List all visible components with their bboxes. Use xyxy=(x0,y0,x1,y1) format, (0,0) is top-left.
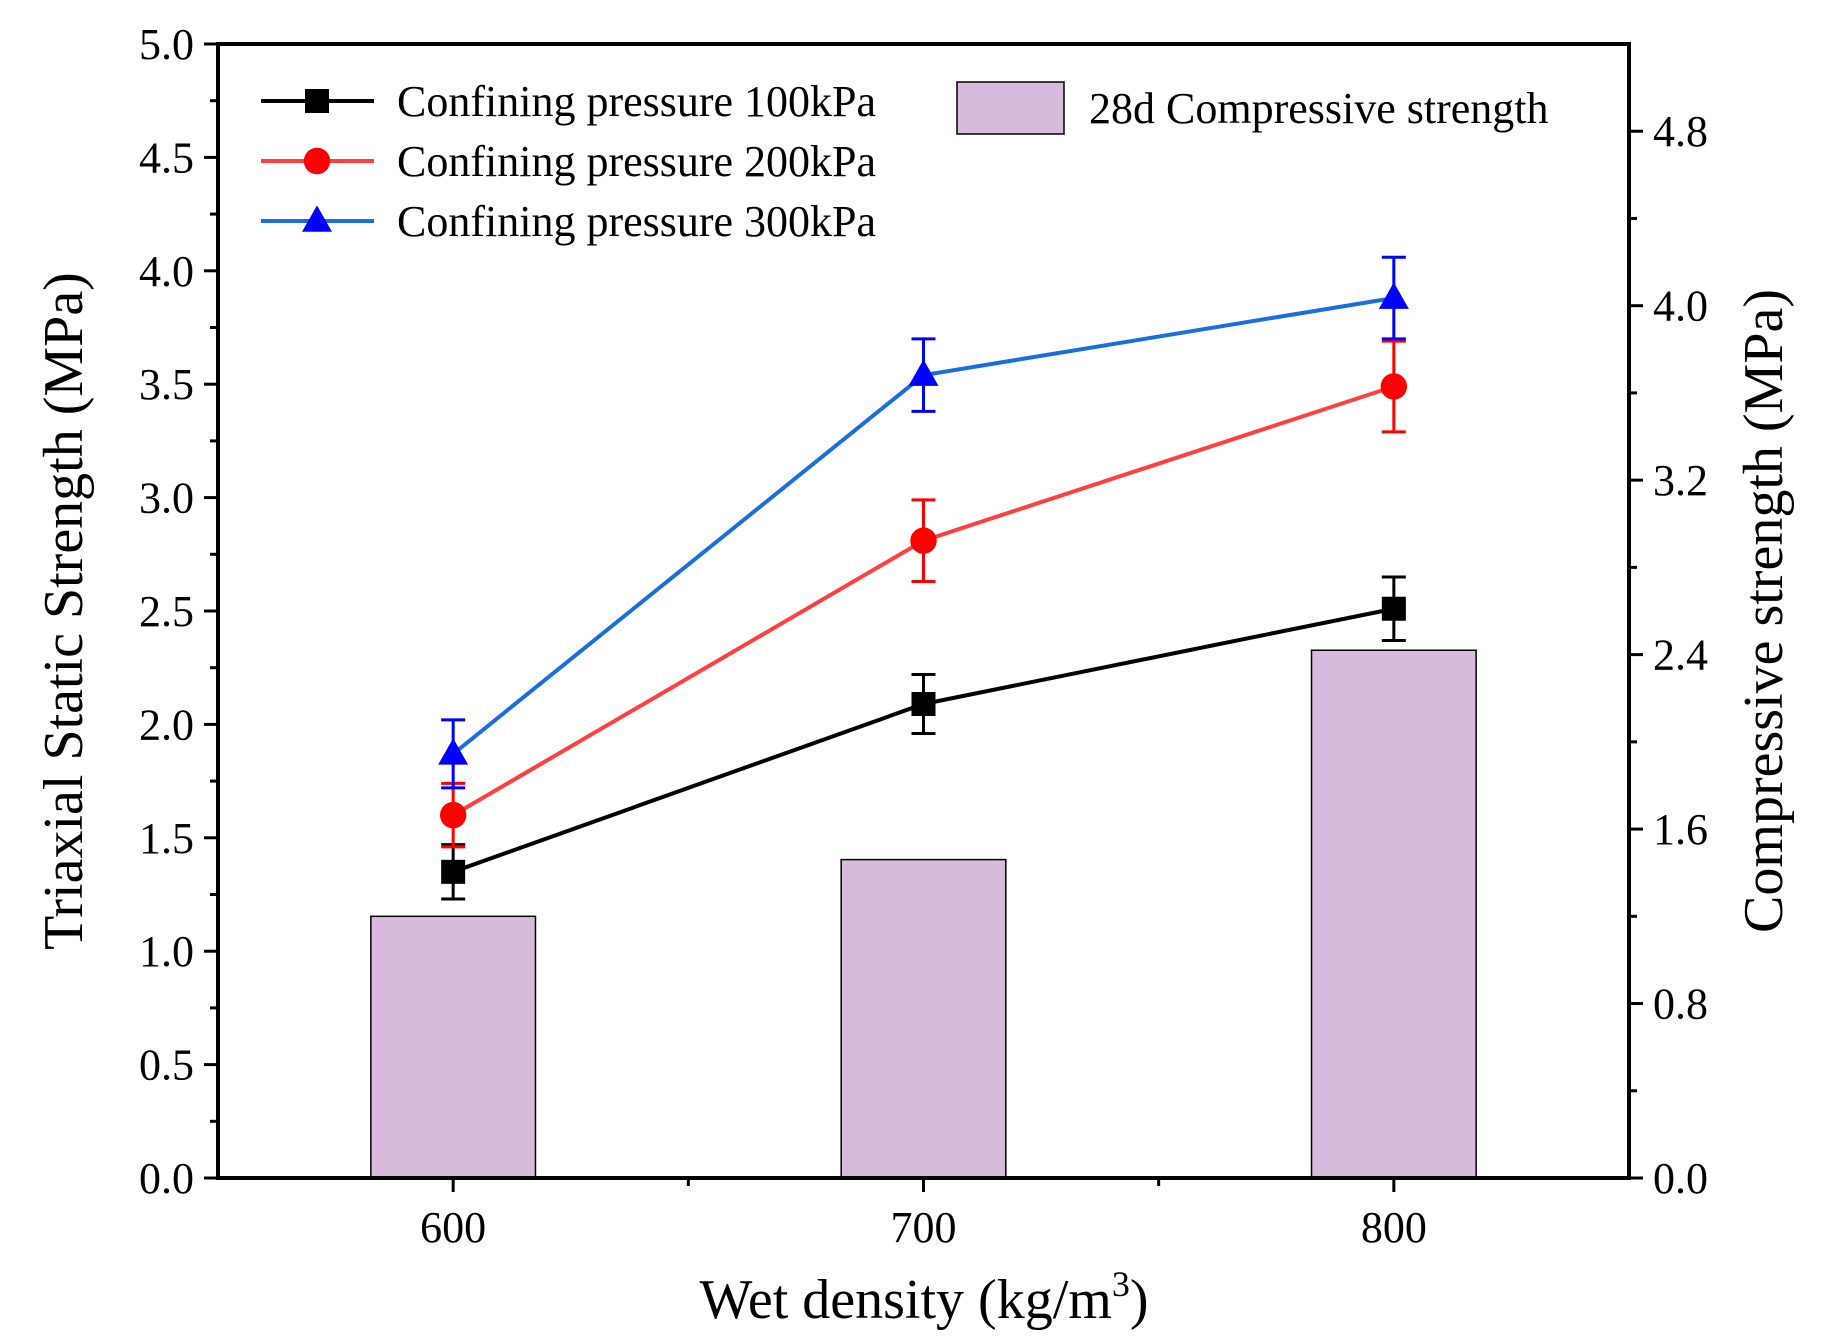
circle-marker xyxy=(439,801,467,829)
bar xyxy=(370,915,537,1179)
legend: Confining pressure 100kPa Confining press… xyxy=(261,77,1549,246)
bar xyxy=(1310,649,1477,1179)
x-tick-label: 600 xyxy=(420,1203,486,1252)
series-circle xyxy=(439,339,1408,849)
circle-marker xyxy=(1380,373,1408,400)
triangle-marker xyxy=(908,359,939,386)
y-tick-label: 0.5 xyxy=(139,1041,194,1090)
y2-tick-label: 2.4 xyxy=(1653,631,1708,680)
y2-tick-label: 0.0 xyxy=(1653,1154,1708,1203)
y2-tick-label: 4.0 xyxy=(1653,282,1708,331)
x-tick-label: 700 xyxy=(891,1203,957,1252)
y2-tick-label: 0.8 xyxy=(1653,980,1708,1029)
x-axis-label: Wet density (kg/m3) xyxy=(700,1264,1149,1331)
circle-marker xyxy=(910,527,937,554)
bar xyxy=(840,858,1007,1179)
circle-marker xyxy=(303,147,331,175)
y-axis-label: Triaxial Static Strength (MPa) xyxy=(33,272,95,950)
y-tick-label: 3.5 xyxy=(139,360,194,409)
y-tick-label: 0.0 xyxy=(139,1154,194,1203)
axes: 0.0 0.5 1.0 1.5 2.0 2.5 3.0 3.5 4.0 4.5 5.0 0.0 0.8 1… xyxy=(139,20,1708,1252)
y-tick-label: 5.0 xyxy=(139,20,194,69)
y2-tick-label: 1.6 xyxy=(1653,805,1708,854)
square-marker xyxy=(305,89,329,113)
triangle-marker xyxy=(1378,282,1409,309)
square-marker xyxy=(441,859,466,884)
y-tick-label: 1.5 xyxy=(139,814,194,863)
square-marker xyxy=(911,691,936,716)
series-line xyxy=(452,384,1395,817)
x-tick-label: 800 xyxy=(1361,1203,1427,1252)
legend-label: Confining pressure 100kPa xyxy=(397,77,876,126)
bars xyxy=(370,649,1477,1179)
series-lines xyxy=(438,255,1409,901)
legend-bar-swatch xyxy=(956,81,1065,135)
y-tick-label: 3.0 xyxy=(139,474,194,523)
y2-tick-label: 3.2 xyxy=(1653,456,1708,505)
y-tick-label: 1.0 xyxy=(139,927,194,976)
y2-tick-label: 4.8 xyxy=(1653,107,1708,156)
series-line xyxy=(452,606,1395,874)
y-tick-label: 2.0 xyxy=(139,700,194,749)
legend-label: Confining pressure 300kPa xyxy=(397,197,876,246)
y-tick-label: 2.5 xyxy=(139,587,194,636)
y-tick-label: 4.0 xyxy=(139,247,194,296)
legend-label: 28d Compressive strength xyxy=(1089,84,1549,133)
series-triangle xyxy=(438,255,1409,790)
triangle-marker xyxy=(438,738,469,765)
y-tick-label: 4.5 xyxy=(139,133,194,182)
legend-label: Confining pressure 200kPa xyxy=(397,137,876,186)
y2-axis-label: Compressive strength (MPa) xyxy=(1733,289,1795,933)
square-marker xyxy=(1381,596,1406,621)
series-square xyxy=(441,575,1406,901)
triangle-marker xyxy=(302,205,332,232)
